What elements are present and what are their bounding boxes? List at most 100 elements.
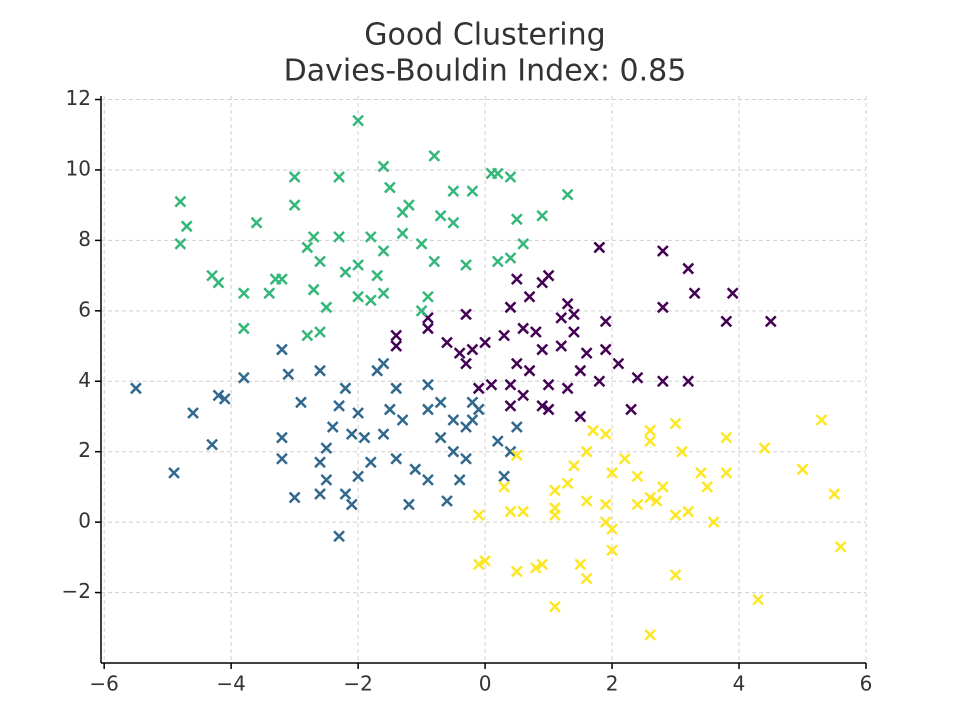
point: [491, 167, 504, 180]
point: [130, 382, 142, 395]
point: [517, 505, 530, 518]
point: [656, 245, 669, 257]
point: [460, 357, 472, 370]
point: [517, 322, 530, 335]
point: [422, 378, 434, 391]
point: [434, 396, 447, 409]
point: [542, 403, 555, 416]
point: [422, 290, 434, 303]
point: [580, 572, 593, 585]
point: [707, 516, 720, 529]
point: [504, 252, 517, 264]
point: [339, 488, 352, 500]
point: [396, 227, 409, 240]
point: [320, 301, 333, 314]
point: [625, 403, 637, 416]
point: [345, 498, 358, 511]
point: [447, 414, 460, 426]
point: [574, 558, 587, 571]
point: [314, 456, 326, 469]
point: [377, 160, 390, 173]
point: [688, 287, 701, 300]
point: [352, 290, 364, 303]
point: [314, 255, 326, 268]
point: [618, 452, 631, 465]
point: [320, 473, 333, 486]
point: [447, 445, 460, 458]
point: [320, 442, 333, 455]
point: [422, 473, 434, 486]
point: [466, 185, 479, 197]
point: [453, 473, 466, 486]
point: [593, 375, 606, 388]
point: [720, 466, 733, 479]
point: [288, 171, 301, 183]
point: [307, 230, 320, 243]
point: [568, 326, 580, 338]
point: [510, 449, 523, 462]
point: [390, 452, 403, 465]
point: [726, 287, 739, 300]
point: [580, 445, 593, 458]
point: [510, 421, 523, 433]
point: [263, 287, 276, 300]
point: [352, 114, 364, 127]
x-tick-label: −4: [216, 672, 245, 696]
point: [720, 431, 733, 444]
point: [498, 470, 511, 483]
point: [212, 276, 225, 289]
x-tick-label: 4: [733, 672, 746, 696]
point: [460, 308, 472, 321]
point: [301, 241, 314, 254]
point: [422, 403, 434, 416]
point: [276, 431, 288, 444]
point: [599, 516, 612, 529]
point: [428, 149, 441, 162]
point: [510, 565, 523, 578]
point: [396, 414, 409, 426]
point: [466, 414, 479, 426]
y-tick-label: 0: [78, 509, 91, 533]
point: [333, 171, 345, 183]
point: [472, 403, 485, 416]
point: [555, 311, 568, 324]
point: [358, 431, 371, 444]
point: [237, 371, 250, 384]
point: [599, 498, 612, 511]
point: [561, 297, 574, 310]
point: [555, 340, 568, 352]
point: [174, 238, 187, 250]
point: [549, 600, 561, 613]
point: [510, 273, 523, 286]
point: [631, 371, 644, 384]
point: [434, 209, 447, 222]
y-tick-label: 10: [66, 156, 91, 180]
point: [631, 498, 644, 511]
point: [479, 336, 491, 349]
point: [326, 421, 339, 433]
point: [752, 593, 764, 606]
chart-subtitle: Davies-Bouldin Index: 0.85: [284, 54, 687, 89]
point: [695, 466, 707, 479]
point: [218, 392, 231, 405]
point: [510, 213, 523, 226]
point: [307, 283, 320, 296]
point: [472, 509, 485, 521]
point: [536, 209, 549, 222]
point: [834, 540, 847, 553]
point: [237, 287, 250, 300]
point: [536, 400, 549, 412]
point: [504, 301, 517, 314]
point: [206, 438, 218, 451]
point: [536, 558, 549, 571]
point: [504, 171, 517, 183]
point: [441, 495, 453, 507]
point: [536, 276, 549, 289]
point: [796, 463, 809, 476]
point: [599, 343, 612, 356]
point: [523, 290, 536, 303]
point: [377, 428, 390, 440]
point: [415, 238, 428, 250]
point: [314, 364, 326, 377]
point: [333, 230, 345, 243]
